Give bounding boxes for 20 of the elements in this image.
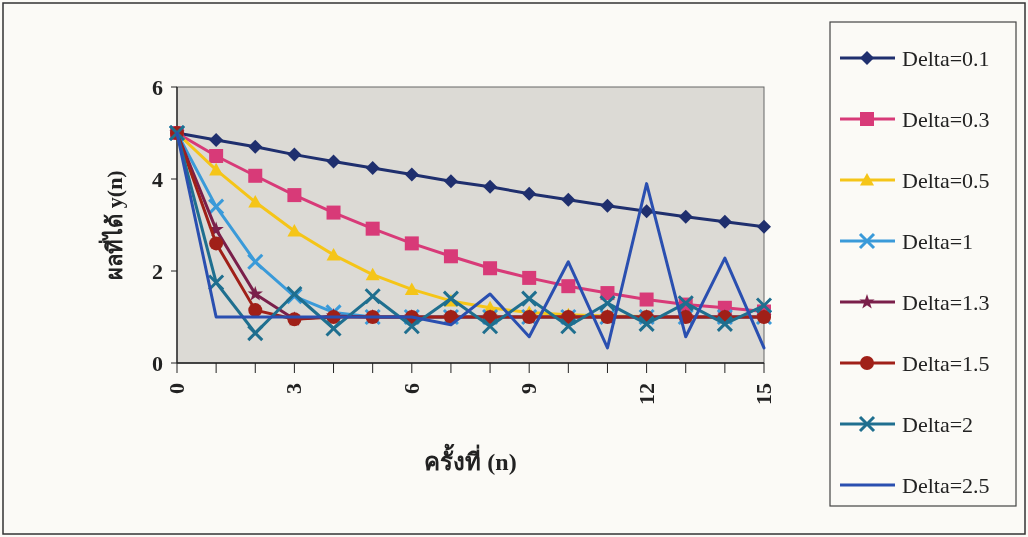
y-tick-label: 2 — [152, 259, 163, 284]
legend-label: Delta=1.5 — [902, 351, 990, 376]
legend-label: Delta=2.5 — [902, 473, 990, 498]
legend-label: Delta=0.5 — [902, 168, 990, 193]
x-tick-label: 9 — [516, 383, 542, 394]
legend-label: Delta=0.1 — [902, 46, 990, 71]
legend-label: Delta=1.3 — [902, 290, 990, 315]
x-tick-label: 15 — [751, 383, 776, 405]
x-tick-label: 12 — [633, 383, 659, 405]
y-tick-label: 0 — [152, 351, 163, 376]
x-tick-label: 3 — [281, 383, 307, 394]
y-tick-label: 6 — [152, 75, 163, 100]
x-tick-label: 6 — [398, 383, 424, 394]
x-tick-label: 0 — [164, 383, 189, 394]
legend-label: Delta=2 — [902, 412, 974, 437]
y-tick-label: 4 — [152, 167, 163, 192]
y-axis-title: ผลที่ได้ y(n) — [98, 170, 127, 280]
x-axis-title: ครั้งที่ (n) — [424, 443, 517, 475]
legend-label: Delta=0.3 — [902, 107, 990, 132]
legend-label: Delta=1 — [902, 229, 974, 254]
